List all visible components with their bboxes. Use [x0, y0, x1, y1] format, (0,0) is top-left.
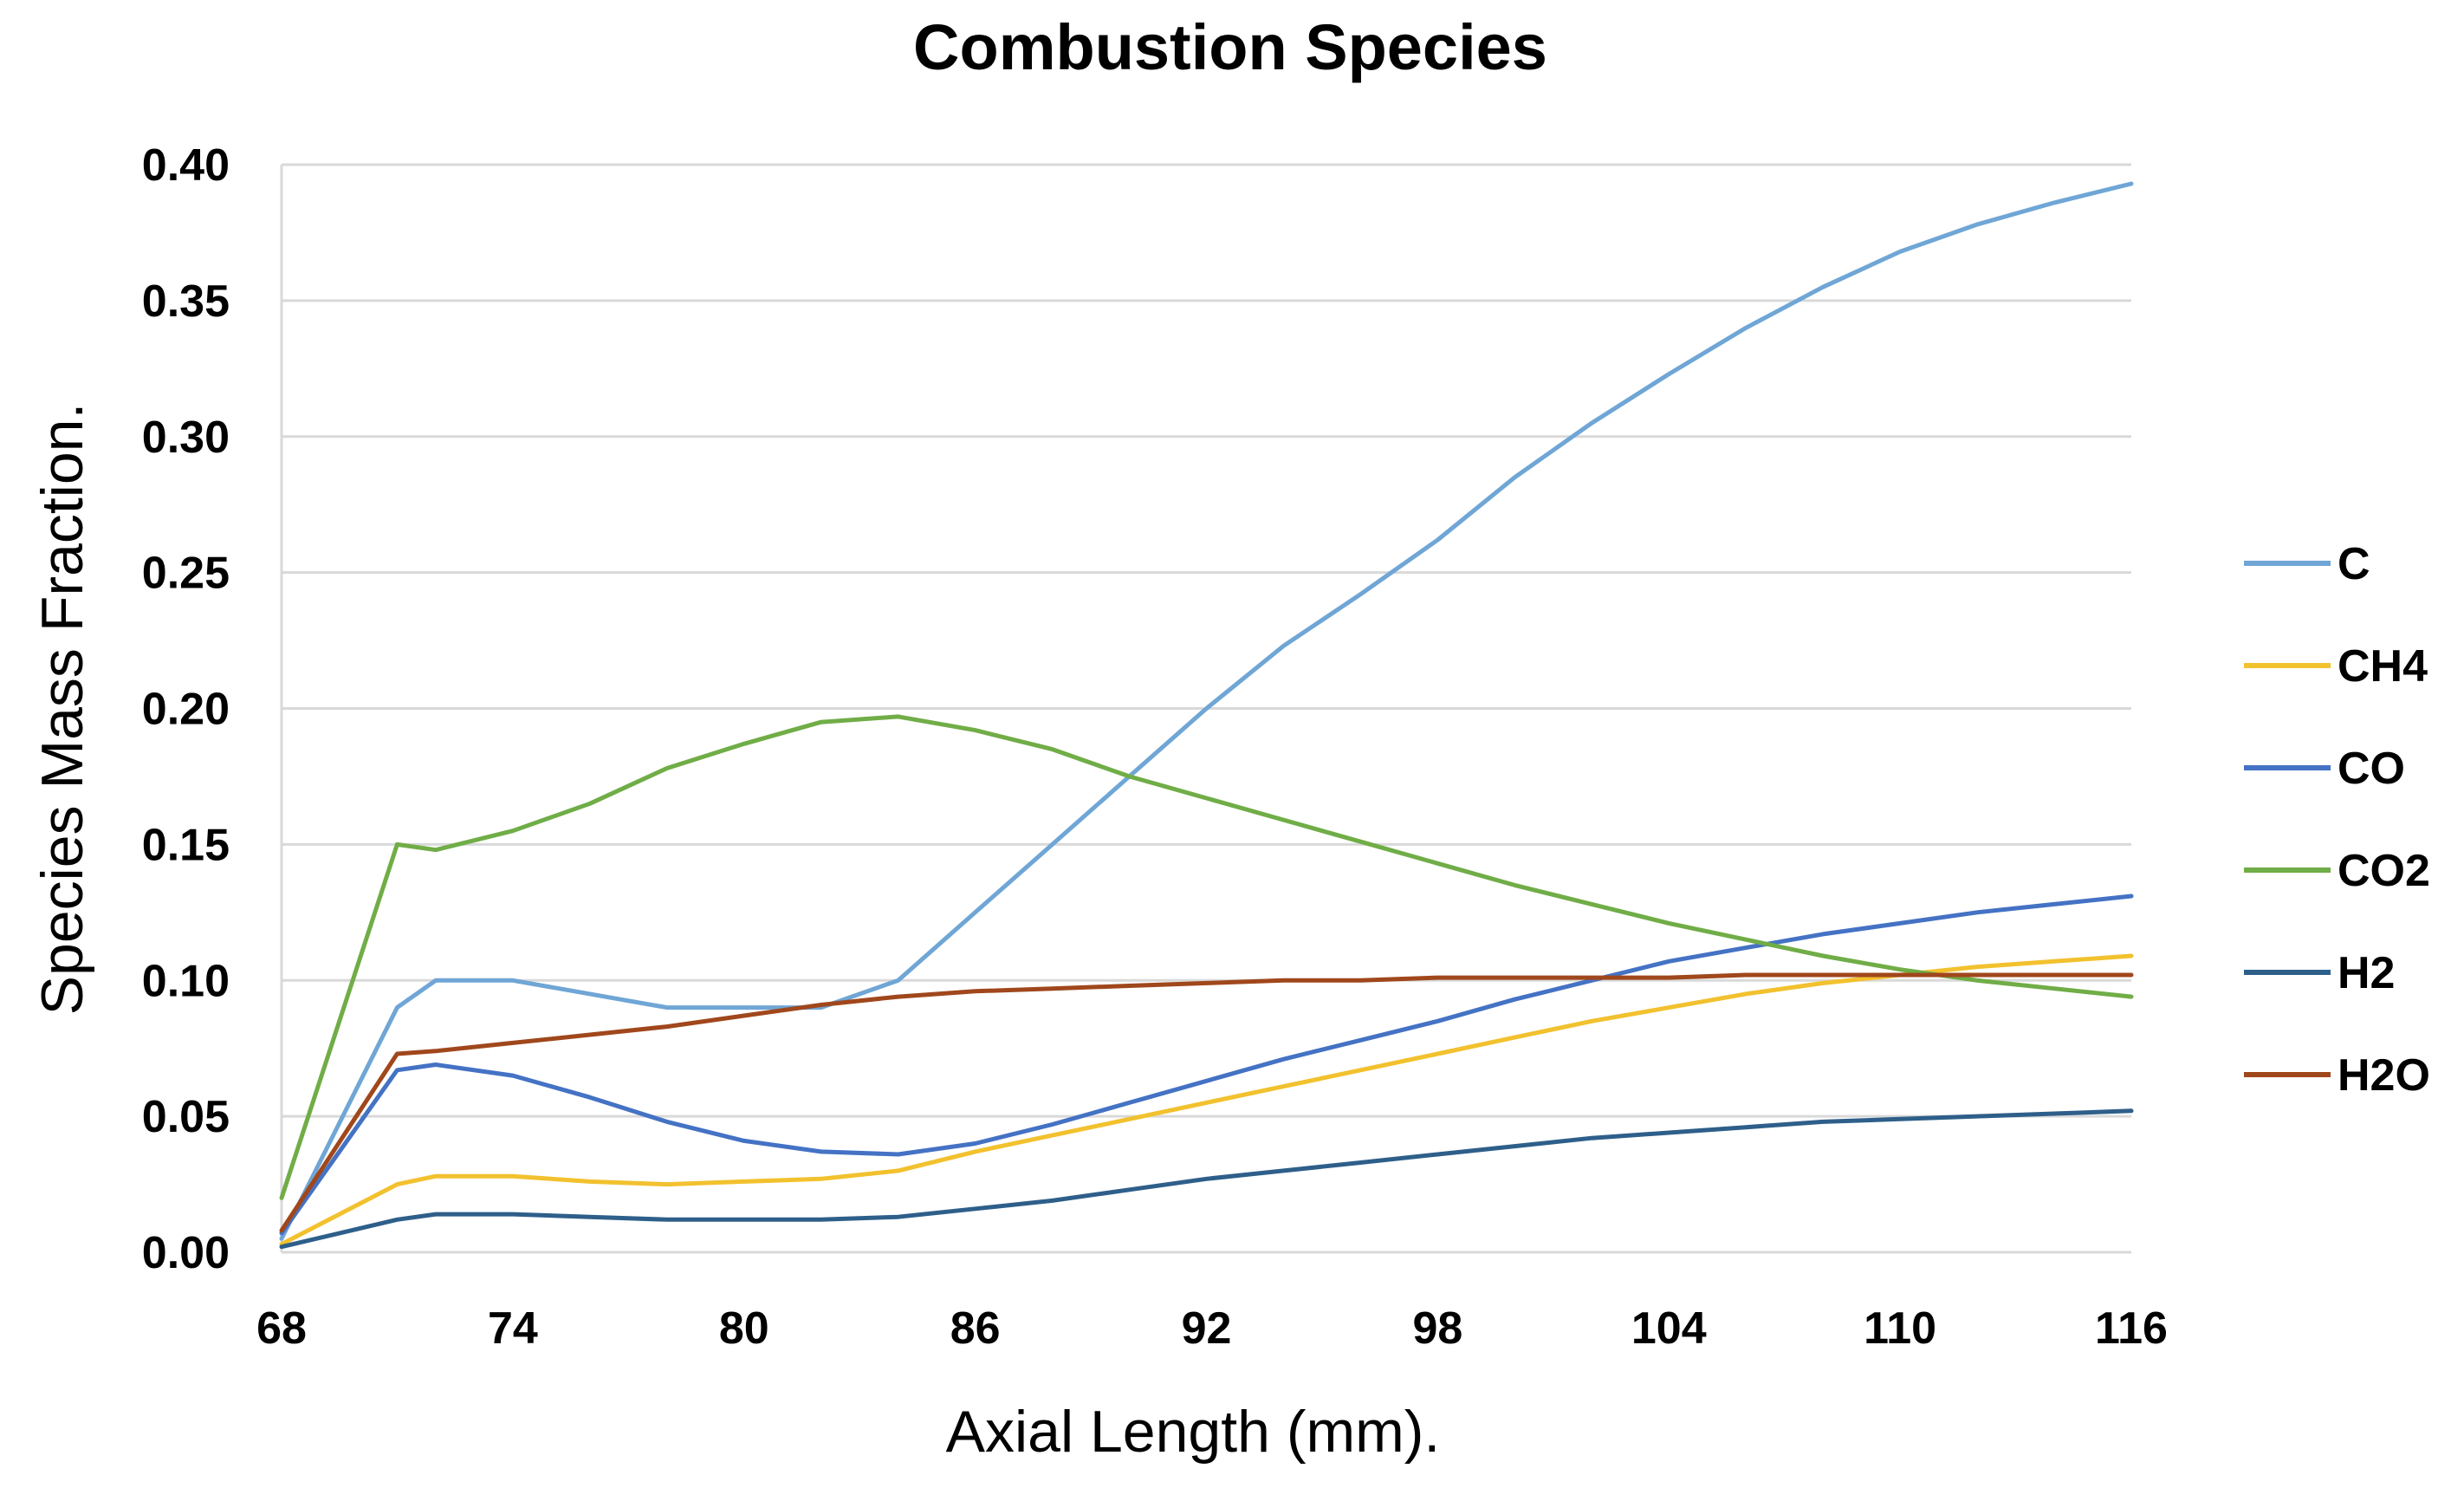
x-tick-label: 92: [1182, 1303, 1232, 1354]
y-axis-ticks: 0.00 0.05 0.10 0.15 0.20 0.25 0.30 0.35 0.40: [142, 140, 230, 1278]
series-line-h2o: [279, 972, 2134, 1233]
legend-label-c: C: [2338, 539, 2370, 589]
x-axis-ticks: 68 74 80 86 92 98 104 110 116: [256, 1303, 2168, 1354]
x-tick-label: 116: [2095, 1303, 2168, 1354]
x-tick-label: 110: [1864, 1303, 1936, 1354]
x-tick-label: 74: [488, 1303, 538, 1354]
y-tick-label: 0.05: [142, 1092, 230, 1142]
series-line-co2: [279, 714, 2134, 1200]
legend-label-h2: H2: [2338, 948, 2395, 998]
x-tick-label: 68: [256, 1303, 307, 1354]
x-tick-label: 86: [950, 1303, 1001, 1354]
x-tick-label: 80: [719, 1303, 769, 1354]
legend-label-co: CO: [2338, 744, 2405, 794]
y-tick-label: 0.15: [142, 820, 230, 870]
x-axis-label: Axial Length (mm).: [946, 1399, 1441, 1465]
y-tick-label: 0.20: [142, 685, 230, 735]
series-line-h2: [279, 1108, 2134, 1250]
series-line-ch4: [279, 953, 2134, 1247]
chart-title: Combustion Species: [913, 11, 1547, 83]
y-tick-label: 0.25: [142, 549, 230, 599]
x-tick-label: 104: [1631, 1303, 1707, 1354]
y-tick-label: 0.30: [142, 413, 230, 463]
y-tick-label: 0.10: [142, 956, 230, 1006]
x-tick-label: 98: [1412, 1303, 1462, 1354]
y-tick-label: 0.35: [142, 276, 230, 327]
legend-label-h2o: H2O: [2338, 1050, 2430, 1101]
legend: C CH4 CO CO2 H2 H2O: [2244, 539, 2430, 1101]
legend-label-co2: CO2: [2338, 846, 2430, 896]
series-line-c: [279, 181, 2134, 1241]
y-tick-label: 0.00: [142, 1228, 230, 1278]
legend-label-ch4: CH4: [2338, 641, 2428, 692]
series-line-co: [279, 893, 2134, 1236]
y-tick-label: 0.40: [142, 140, 230, 191]
series-lines: [279, 181, 2134, 1250]
y-axis-label: Species Mass Fraction.: [29, 403, 95, 1016]
